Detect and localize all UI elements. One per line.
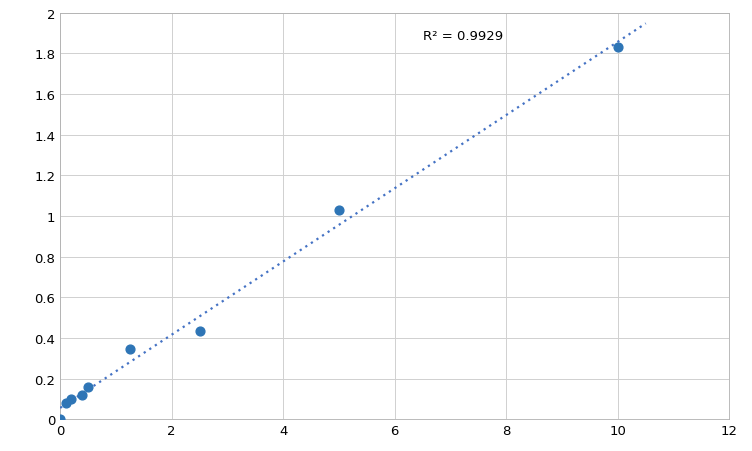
Point	[612, 44, 624, 51]
Point	[54, 415, 66, 423]
Text: R² = 0.9929: R² = 0.9929	[423, 30, 503, 43]
Point	[193, 328, 205, 336]
Point	[77, 392, 89, 399]
Point	[124, 345, 136, 352]
Point	[333, 207, 345, 214]
Point	[82, 384, 94, 391]
Point	[65, 396, 77, 403]
Point	[59, 399, 71, 406]
